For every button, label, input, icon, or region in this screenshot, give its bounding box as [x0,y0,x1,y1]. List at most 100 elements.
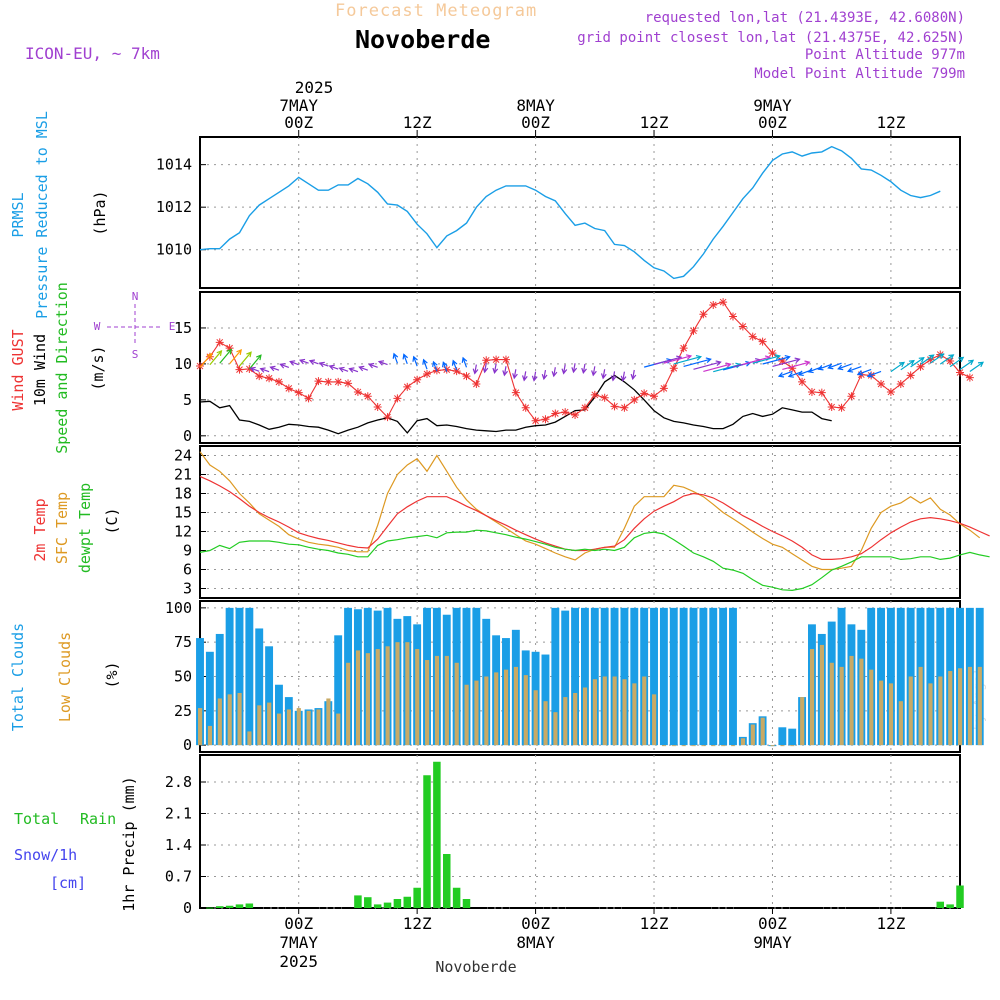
gust-marker [462,372,471,381]
wind-direction-arrowhead [377,360,385,366]
wind-direction-arrowhead [837,364,844,371]
wind-direction-arrowhead [502,370,509,377]
total-cloud-bar [255,628,264,746]
wind-direction-arrow [319,362,329,367]
wind-direction-arrow [949,356,964,368]
temp-ytick-label: 9 [183,542,192,560]
gust-marker [669,364,678,373]
low-cloud-bar [198,708,203,746]
gust-marker [551,409,560,418]
wind-direction-arrow [452,360,458,371]
wind-direction-arrowhead [402,353,409,360]
top-time-label: 12Z [876,113,905,132]
low-cloud-bar [908,676,913,746]
gust-marker [630,395,639,404]
total-cloud-bar [699,607,708,746]
wind-direction-arrowhead [269,365,276,372]
temp-ytick-label: 3 [183,580,192,598]
wind-direction-arrow [239,351,252,367]
temp-ytick-label: 6 [183,561,192,579]
rain-bar [225,905,234,908]
low-cloud-bar [355,650,361,746]
wind-direction-arrowhead [794,357,801,364]
temp-2m-line [199,475,990,560]
wind-direction-arrow [673,356,701,365]
rain-bar [443,854,451,908]
gust-marker [689,326,698,335]
wind-direction-arrowhead [392,352,399,359]
total-cloud-bar [334,635,343,746]
wind-direction-arrowhead [630,373,637,381]
precip-ytick-label: 0.7 [165,868,192,886]
pressure-label-long: Pressure Reduced to MSL [33,111,51,319]
temp-panel-frame [199,445,961,599]
temp-2m-label: 2m Temp [31,498,49,561]
wind-direction-arrowhead [472,368,479,375]
wind-direction-arrowhead [521,375,528,382]
gust-marker [610,402,619,411]
gust-marker [284,384,293,393]
wind-direction-arrowhead [968,359,975,366]
low-cloud-bar [859,658,864,746]
top-time-label: 9MAY [753,96,792,115]
wind-direction-arrow [788,371,803,377]
total-cloud-bar [709,607,718,746]
gust-marker [965,373,974,382]
wind-direction-arrow [572,363,576,373]
wind-direction-arrow [513,369,517,379]
low-cloud-bar [227,694,232,746]
low-cloud-bar [306,710,311,746]
gust-marker [304,394,313,403]
gust-marker [620,403,629,412]
low-cloud-bar [731,745,736,747]
rain-bar [393,899,402,908]
wind-direction-arrowhead [289,360,296,366]
total-cloud-bar [679,607,688,746]
wind-direction-arrowhead [784,355,791,361]
gust-marker [956,368,964,377]
gust-marker [837,403,846,412]
precip-ytick-label: 1.4 [165,836,192,854]
total-cloud-bar [265,646,274,746]
model-label: ICON-EU, ~ 7km [25,44,160,63]
rain-bar [206,907,214,909]
low-cloud-bar [217,698,222,746]
wind-direction-arrow [782,361,810,370]
low-cloud-bar [839,666,844,746]
gust-marker [817,388,826,397]
low-cloud-bar [573,692,578,746]
total-cloud-bar [196,638,204,746]
wind-direction-arrowhead [958,356,965,363]
low-cloud-bar [671,745,676,747]
precip-ytick-label: 0 [183,899,192,917]
wind-direction-arrowhead [735,362,742,369]
gust-marker [442,365,451,374]
wind-direction-arrow [857,368,872,375]
temp-unit: (C) [103,507,121,534]
low-cloud-bar [661,745,667,747]
low-cloud-bar [888,683,894,746]
low-cloud-bar [316,709,321,746]
rain-bar [946,904,954,908]
low-cloud-bar [711,745,716,747]
total-cloud-bar [580,607,589,746]
requested-coords: requested lon,lat (21.4393E, 42.6080N) [645,10,965,26]
wind-direction-arrowhead [856,370,864,376]
gust-marker [719,298,728,307]
wind-direction-arrowhead [541,373,548,381]
gust-marker [847,392,856,401]
gust-marker [561,408,570,417]
pressure-ytick-label: 1012 [156,198,192,216]
gust-marker [324,377,333,386]
low-cloud-bar [809,649,815,746]
low-cloud-bar [267,702,272,746]
wind-direction-arrow [442,362,448,372]
wind-direction-arrowhead [348,367,355,373]
total-cloud-bar [669,607,678,746]
bottom-time-label: 8MAY [516,933,555,952]
wind-direction-arrowhead [827,363,834,370]
gust-marker [225,344,234,353]
location-title: Novoberde [355,25,490,54]
wind-direction-arrowhead [948,354,955,360]
